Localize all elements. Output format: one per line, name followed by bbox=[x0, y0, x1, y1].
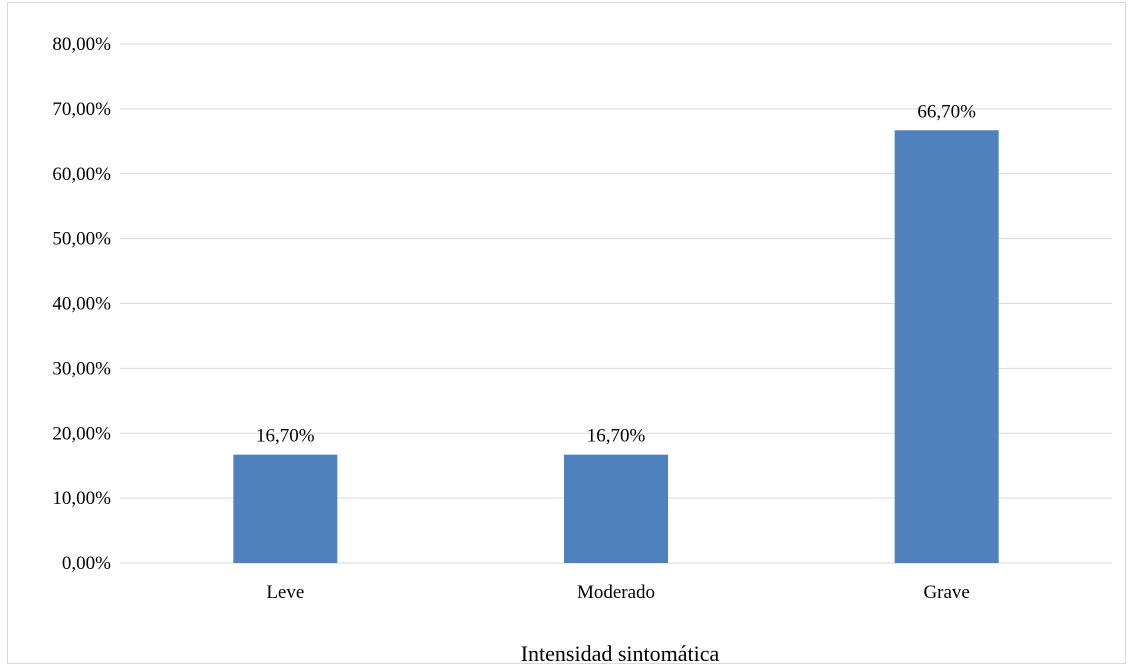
y-tick-label: 80,00% bbox=[52, 34, 111, 55]
y-tick-label: 30,00% bbox=[52, 358, 111, 379]
y-tick-label: 70,00% bbox=[52, 99, 111, 120]
data-label: 16,70% bbox=[587, 426, 646, 447]
bars bbox=[233, 130, 999, 563]
y-tick-label: 60,00% bbox=[52, 164, 111, 185]
y-tick-label: 50,00% bbox=[52, 229, 111, 250]
bar-grave bbox=[894, 130, 999, 563]
y-tick-label: 0,00% bbox=[62, 553, 111, 574]
x-axis-title: Intensidad sintomática bbox=[521, 641, 720, 666]
x-tick-label: Grave bbox=[923, 582, 969, 603]
bar-leve bbox=[233, 454, 338, 563]
data-label: 66,70% bbox=[917, 101, 976, 122]
bar-moderado bbox=[564, 454, 668, 563]
x-axis-ticks: Leve Moderado Grave bbox=[266, 582, 970, 603]
data-label: 16,70% bbox=[256, 426, 315, 447]
x-tick-label: Leve bbox=[266, 582, 304, 603]
data-labels: 16,70% 16,70% 66,70% bbox=[256, 101, 976, 446]
x-tick-label: Moderado bbox=[577, 582, 655, 603]
y-tick-label: 20,00% bbox=[52, 423, 111, 444]
y-tick-label: 40,00% bbox=[52, 294, 111, 315]
y-axis-ticks: 0,00% 10,00% 20,00% 30,00% 40,00% 50,00% 60,00… bbox=[52, 34, 111, 574]
y-tick-label: 10,00% bbox=[52, 488, 111, 509]
